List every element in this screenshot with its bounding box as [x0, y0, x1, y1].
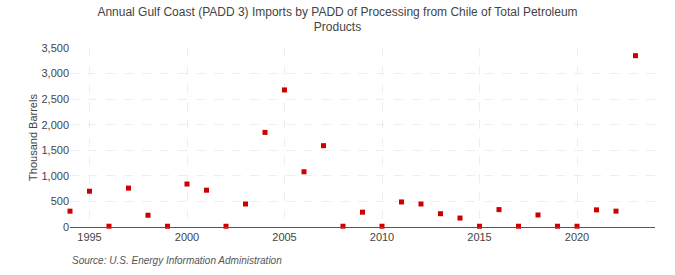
svg-text:2,500: 2,500: [41, 93, 69, 105]
svg-text:2020: 2020: [565, 231, 589, 243]
svg-text:Source: U.S. Energy Informatio: Source: U.S. Energy Information Administ…: [72, 255, 282, 266]
svg-text:0: 0: [63, 221, 69, 233]
svg-text:Annual Gulf Coast (PADD 3) Imp: Annual Gulf Coast (PADD 3) Imports by PA…: [97, 5, 577, 35]
svg-text:2000: 2000: [175, 231, 199, 243]
svg-text:500: 500: [51, 195, 69, 207]
svg-text:3,500: 3,500: [41, 42, 69, 54]
svg-text:2,000: 2,000: [41, 119, 69, 131]
svg-text:1995: 1995: [77, 231, 101, 243]
svg-text:2015: 2015: [467, 231, 491, 243]
svg-text:Thousand Barrels: Thousand Barrels: [27, 94, 39, 181]
svg-text:2005: 2005: [272, 231, 296, 243]
svg-text:2010: 2010: [370, 231, 394, 243]
svg-text:1,000: 1,000: [41, 170, 69, 182]
svg-text:1,500: 1,500: [41, 144, 69, 156]
svg-text:3,000: 3,000: [41, 67, 69, 79]
